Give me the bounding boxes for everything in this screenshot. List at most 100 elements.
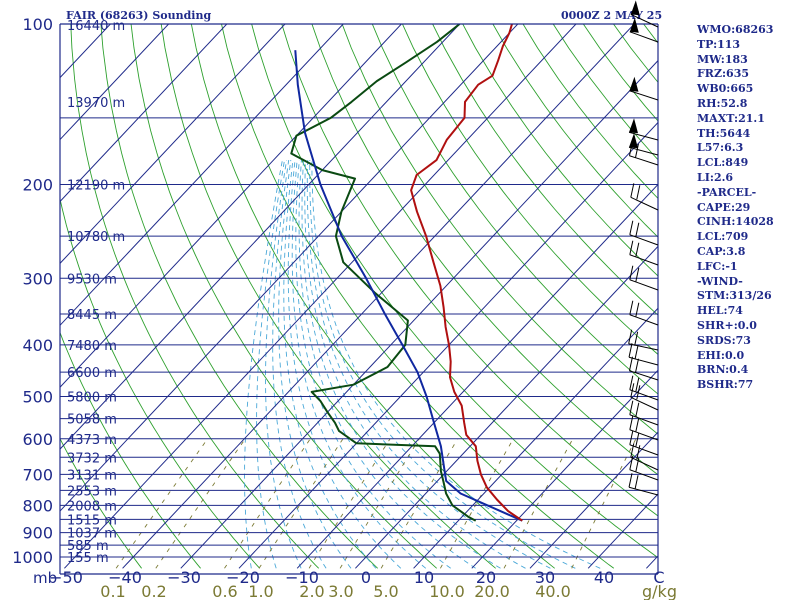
index-line: L57:6.3 [697, 141, 744, 155]
index-line: LFC:-1 [697, 259, 738, 273]
wind-barb [630, 383, 659, 411]
wind-barb-staff [628, 356, 659, 366]
dry-adiabat [251, 24, 658, 559]
mixing-ratio-line [115, 438, 209, 569]
wind-barb-staff [630, 456, 659, 471]
index-line: TH:5644 [697, 126, 751, 140]
wind-barb [630, 183, 659, 211]
wind-barb-staff [629, 429, 659, 441]
isotherm [0, 12, 63, 568]
index-line: RH:52.8 [697, 96, 748, 110]
sounding-indices: WMO:68263 TP:113 MW:183 FRZ:635 WB0:665 RH:52… [697, 23, 774, 393]
temperature-tick-label: 40 [594, 568, 614, 587]
wind-barb-staff [629, 234, 659, 246]
moist-adiabat [287, 160, 402, 569]
height-level-label: 1037 m [67, 527, 117, 542]
wind-barb-feather [628, 329, 633, 344]
wind-barb-feather [634, 331, 639, 346]
dry-adiabat [60, 331, 201, 569]
dry-adiabat [401, 24, 658, 355]
isotherm [296, 183, 658, 569]
pressure-tick-label: 500 [22, 388, 53, 407]
mixing-ratio-line [224, 438, 311, 569]
wind-barb-flag [629, 133, 639, 149]
height-level-label: 10780 m [67, 230, 125, 245]
wind-barb-feather [628, 141, 633, 156]
dry-adiabat [221, 24, 615, 569]
dry-adiabat [60, 437, 142, 569]
wind-barb-staff [628, 486, 659, 496]
index-line: TP:113 [697, 37, 741, 51]
isotherm [238, 121, 658, 569]
temperature-profile [410, 24, 523, 522]
index-line: LCL:849 [697, 156, 749, 170]
wind-barb-feather [629, 220, 634, 235]
isotherm [529, 431, 658, 569]
isotherm [60, 24, 519, 512]
wind-barb-staff [629, 370, 659, 381]
wind-barb-staff [629, 155, 659, 166]
parcel-profile [294, 50, 523, 522]
moist-adiabat [272, 160, 327, 569]
mixing-ratio-tick-label: 20.0 [474, 582, 510, 600]
index-line: CINH:14028 [697, 215, 774, 229]
isotherm [64, 24, 577, 569]
wind-barb [629, 375, 659, 401]
pressure-tick-label: 600 [22, 430, 53, 449]
isotherm [60, 24, 170, 141]
wind-barb-feather [629, 300, 634, 315]
dewpoint-profile [290, 24, 477, 522]
mixing-ratio-tick-label: 10.0 [429, 582, 465, 600]
moist-adiabat [304, 160, 526, 569]
height-level-label: 12190 m [67, 178, 125, 193]
height-level-label: 4373 m [67, 433, 117, 448]
index-line: SHR+:0.0 [697, 318, 757, 332]
wind-barb-feather [629, 415, 634, 430]
index-line: MW:183 [697, 52, 748, 66]
height-level-label: 155 m [67, 551, 109, 566]
wind-barb [629, 430, 659, 456]
mixing-ratio-line [258, 438, 344, 569]
pressure-tick-label: 800 [22, 496, 53, 515]
wind-barb-staff [629, 389, 659, 401]
pressure-tick-label: 700 [22, 465, 53, 484]
mixing-ratio-unit: g/kg [642, 582, 677, 600]
moist-adiabat [244, 160, 283, 569]
index-line: FRZ:635 [697, 67, 750, 81]
height-level-label: 3131 m [67, 468, 117, 483]
isotherm [60, 24, 228, 203]
index-line: -PARCEL- [697, 185, 757, 199]
index-line: CAP:3.8 [697, 244, 746, 258]
height-level-label: 2008 m [67, 499, 117, 514]
wind-barb-flag [629, 17, 639, 33]
wind-barb-flag [629, 118, 639, 134]
index-line: LI:2.6 [697, 170, 734, 184]
wind-barb-staff [629, 469, 659, 481]
wind-barb-staff [628, 146, 659, 156]
wind-barb [628, 118, 659, 141]
wind-barb-staff [629, 414, 659, 426]
isotherm [471, 369, 658, 569]
dry-adiabat [432, 24, 658, 316]
mixing-ratio-tick-label: 1.0 [248, 582, 273, 600]
isotherm [122, 24, 635, 569]
index-line: BRN:0.4 [697, 363, 749, 377]
wind-barb-feather [629, 375, 634, 390]
wind-barb [630, 443, 659, 471]
wind-barb-feather [635, 432, 640, 447]
index-line: LCL:709 [697, 230, 749, 244]
index-line: WMO:68263 [697, 23, 774, 36]
wind-barb-feather [634, 358, 639, 373]
height-level-label: 585 m [67, 539, 109, 554]
dry-adiabat [462, 24, 658, 277]
wind-barb [629, 220, 659, 246]
height-level-label: 1515 m [67, 513, 117, 528]
index-line: EHI:0.0 [697, 348, 745, 362]
index-line: WB0:665 [697, 82, 754, 96]
wind-barb-feather [635, 222, 640, 237]
wind-barb-feather [634, 345, 639, 360]
wind-barb-flag [630, 0, 640, 16]
wind-barb-feather [636, 185, 641, 200]
wind-barb-feather [635, 457, 640, 472]
wind-barb-feather [635, 242, 640, 257]
